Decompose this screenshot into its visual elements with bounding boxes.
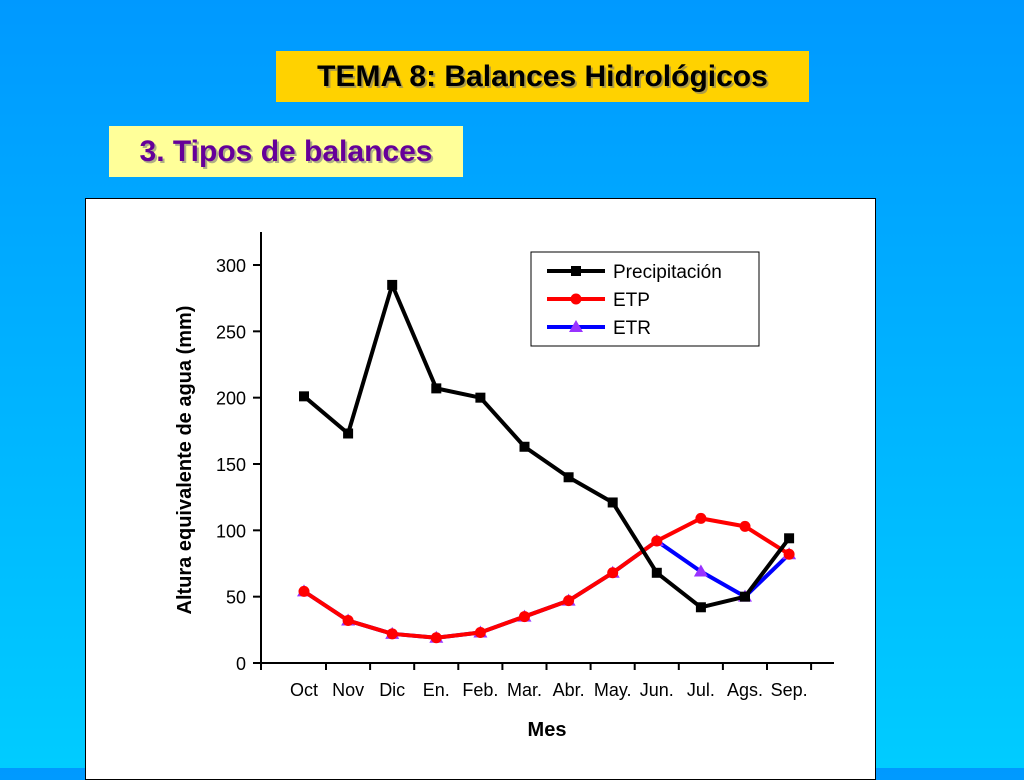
legend-label-etp: ETP bbox=[613, 290, 650, 311]
x-tick-label: Mar. bbox=[507, 680, 542, 700]
data-point-precipitacion bbox=[299, 391, 309, 402]
data-point-precipitacion bbox=[695, 602, 706, 613]
y-axis-label: Altura equivalente de agua (mm) bbox=[174, 306, 196, 615]
x-tick-label: Ags. bbox=[727, 680, 763, 700]
data-point-etp bbox=[563, 595, 575, 607]
slide-subtitle: 3. Tipos de balances bbox=[109, 126, 463, 177]
data-point-precipitacion bbox=[651, 567, 662, 578]
data-point-precipitacion bbox=[387, 279, 398, 290]
series-line-etp bbox=[302, 516, 791, 640]
data-point-etp bbox=[474, 626, 486, 638]
y-tick-label: 100 bbox=[216, 521, 246, 541]
data-point-precipitacion bbox=[784, 533, 795, 544]
data-point-etp bbox=[386, 628, 398, 640]
data-point-precipitacion bbox=[343, 428, 354, 439]
data-point-etp bbox=[519, 611, 530, 623]
x-tick-label: Oct bbox=[290, 680, 318, 700]
y-tick-label: 0 bbox=[236, 654, 246, 674]
x-tick-label: Sep. bbox=[771, 680, 808, 700]
legend-label-precipitacion: Precipitación bbox=[613, 262, 722, 283]
y-tick-label: 50 bbox=[226, 588, 246, 608]
data-point-etp bbox=[739, 520, 751, 532]
data-point-precipitacion bbox=[563, 472, 574, 483]
legend-marker-etr bbox=[569, 320, 583, 332]
series-line-precipitacion bbox=[302, 282, 791, 610]
x-tick-label: Jul. bbox=[687, 680, 715, 700]
y-tick-label: 200 bbox=[216, 389, 246, 409]
data-point-etp bbox=[607, 567, 619, 579]
x-tick-label: Feb. bbox=[462, 680, 498, 700]
y-tick-label: 250 bbox=[216, 322, 246, 342]
x-tick-label: Dic bbox=[379, 680, 405, 700]
data-point-precipitacion bbox=[431, 383, 442, 394]
slide-title: TEMA 8: Balances Hidrológicos bbox=[276, 51, 809, 102]
data-point-etp bbox=[342, 615, 354, 627]
data-point-precipitacion bbox=[607, 497, 618, 508]
x-tick-label: Jun. bbox=[640, 680, 674, 700]
data-point-etp bbox=[651, 535, 663, 547]
data-point-etp bbox=[430, 632, 442, 644]
data-point-precipitacion bbox=[519, 441, 530, 452]
x-tick-label: En. bbox=[423, 680, 450, 700]
legend-marker-etp bbox=[570, 293, 582, 305]
data-point-etp bbox=[695, 512, 707, 524]
data-point-precipitacion bbox=[475, 392, 486, 403]
data-point-etp bbox=[298, 585, 310, 597]
data-point-etr bbox=[693, 564, 708, 577]
x-tick-label: Abr. bbox=[553, 680, 585, 700]
x-tick-label: May. bbox=[594, 680, 632, 700]
series-line-etr bbox=[302, 538, 791, 640]
x-axis-label: Mes bbox=[528, 719, 567, 741]
legend-marker-precipitacion bbox=[571, 266, 581, 276]
y-tick-label: 300 bbox=[216, 256, 246, 276]
y-tick-label: 150 bbox=[216, 455, 246, 475]
data-point-etp bbox=[783, 548, 795, 560]
data-point-precipitacion bbox=[740, 591, 750, 602]
x-tick-label: Nov bbox=[332, 680, 364, 700]
legend-label-etr: ETR bbox=[613, 318, 651, 339]
